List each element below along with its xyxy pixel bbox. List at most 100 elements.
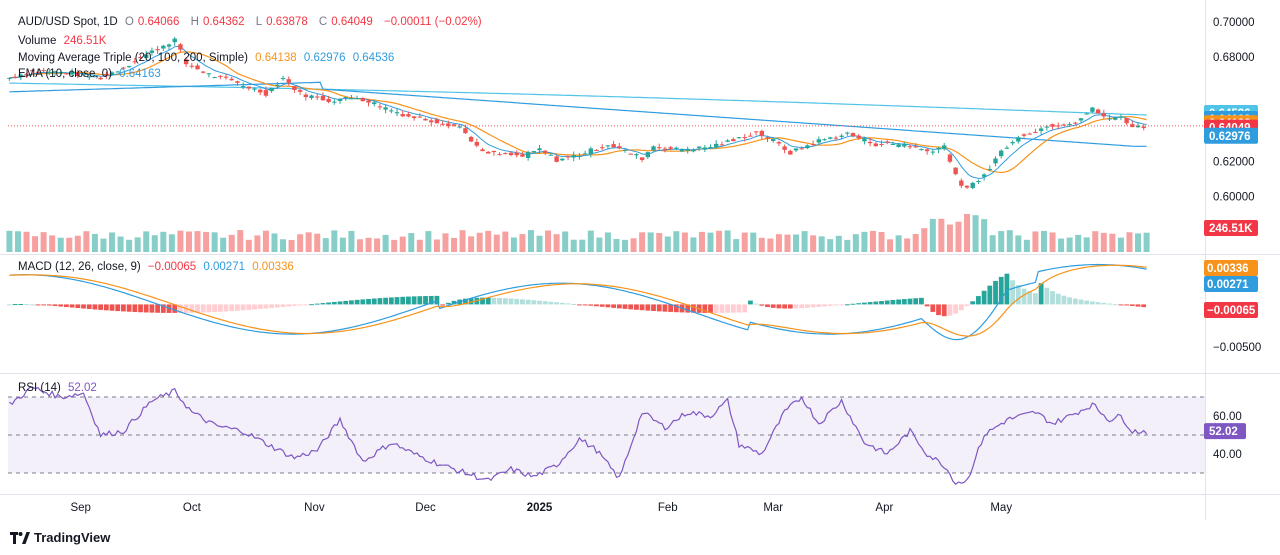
macd-hist-bar	[662, 304, 668, 312]
macd-hist-bar	[725, 304, 731, 313]
volume-bar	[938, 218, 945, 252]
macd-hist-bar	[753, 303, 759, 305]
macd-hist-bar	[252, 304, 257, 310]
macd-hist-bar	[440, 304, 446, 306]
change-value: −0.00011 (−0.02%)	[384, 16, 482, 28]
candle-body	[793, 148, 799, 151]
candle-body	[320, 95, 326, 101]
time-tick-label: Oct	[183, 502, 202, 514]
ma100-tag: 0.62976	[1209, 131, 1251, 143]
macd-hist-bar	[428, 295, 434, 305]
candles	[7, 36, 1146, 190]
macd-hist-bar	[257, 304, 263, 310]
macd-hist-bar	[480, 297, 485, 305]
volume-bar	[502, 231, 509, 252]
candle-body	[508, 152, 514, 156]
candle-body	[600, 147, 605, 149]
candle-body	[930, 151, 936, 153]
macd-line	[9, 263, 1147, 341]
macd-hist-bar	[810, 304, 816, 308]
macd-hist-bar	[844, 304, 850, 306]
candle-body	[594, 149, 599, 151]
macd-hist-bar	[599, 304, 605, 307]
volume-bar	[579, 239, 586, 252]
macd-hist-bar	[998, 276, 1004, 305]
candle-body	[41, 70, 46, 72]
volume-bar	[1023, 239, 1030, 252]
volume-bar	[83, 231, 90, 252]
candle-body	[890, 144, 896, 146]
macd-hist-bar	[24, 304, 29, 306]
candle-body	[850, 133, 856, 137]
rsi-tag: 52.02	[1209, 426, 1238, 438]
macd-hist-bar	[121, 304, 126, 312]
candle-body	[839, 135, 844, 137]
macd-hist-bar	[827, 304, 833, 306]
macd-hist-bar	[822, 304, 827, 307]
candle-body	[332, 101, 337, 103]
macd-hist-bar	[292, 304, 297, 306]
macd-hist-bar	[343, 300, 349, 305]
candle-body	[719, 144, 725, 146]
chart-canvas[interactable]: 0.70000 0.68000 0.62000 0.60000 0.64536 0.641…	[0, 0, 1280, 530]
macd-signal-line	[9, 264, 1147, 337]
volume-bar	[32, 236, 39, 252]
candle-body	[440, 123, 445, 125]
macd-hist-bar	[1084, 300, 1090, 305]
candle-body	[776, 142, 782, 144]
candle-body	[30, 70, 35, 72]
tradingview-logo[interactable]: TradingView	[10, 530, 110, 545]
macd-hist-bar	[520, 299, 525, 305]
macd-hist-bar	[383, 297, 389, 305]
macd-hist-bar	[195, 304, 200, 313]
volume-bar	[972, 215, 979, 252]
candle-body	[867, 141, 873, 144]
volume-bar	[109, 232, 116, 252]
macd-hist-bar	[331, 301, 337, 305]
macd-hist-bar	[816, 304, 822, 307]
candle-body	[417, 116, 423, 118]
candle-body	[1135, 125, 1141, 128]
candle-body	[1141, 126, 1146, 129]
candle-body	[833, 137, 839, 139]
macd-hist-bar	[901, 299, 907, 305]
macd-hist-bar	[81, 304, 86, 309]
volume-bar	[1117, 237, 1124, 252]
macd-signal-value: 0.00336	[252, 261, 294, 273]
volume-bars	[6, 214, 1150, 252]
candle-body	[708, 146, 713, 148]
candle-body	[987, 168, 993, 170]
macd-hist-bar	[1067, 297, 1073, 305]
volume-bar	[151, 235, 158, 252]
candle-body	[315, 96, 320, 98]
macd-hist-bar	[839, 304, 845, 306]
candle-body	[548, 154, 554, 156]
candle-body	[634, 154, 639, 156]
macd-hist-bar	[1055, 293, 1061, 305]
macd-hist-bar	[86, 304, 92, 310]
volume-bar	[185, 231, 192, 252]
macd-hist-bar	[1135, 304, 1141, 307]
macd-hist-bar	[805, 304, 810, 308]
rsi-value: 52.02	[68, 382, 97, 394]
macd-hist-bar	[206, 304, 212, 313]
macd-hist-bar	[611, 304, 617, 308]
macd-hist-bar	[109, 304, 115, 311]
macd-hist-bar	[867, 302, 873, 305]
volume-bar	[49, 235, 56, 252]
volume-bar	[339, 237, 346, 252]
open-value: 0.64066	[137, 16, 180, 28]
macd-hist-bar	[651, 304, 656, 311]
close-value: 0.64049	[331, 16, 373, 28]
macd-hist-bar	[58, 304, 64, 307]
volume-bar	[168, 234, 175, 252]
candle-body	[674, 147, 679, 149]
candle-body	[936, 147, 941, 150]
volume-bar	[134, 237, 141, 252]
macd-hist-bar	[850, 303, 856, 305]
macd-hist-bar	[673, 304, 679, 313]
candle-body	[411, 116, 417, 119]
macd-hist-bar	[64, 304, 69, 308]
macd-histogram	[7, 273, 1147, 317]
price-tick-label: 0.70000	[1213, 17, 1255, 29]
